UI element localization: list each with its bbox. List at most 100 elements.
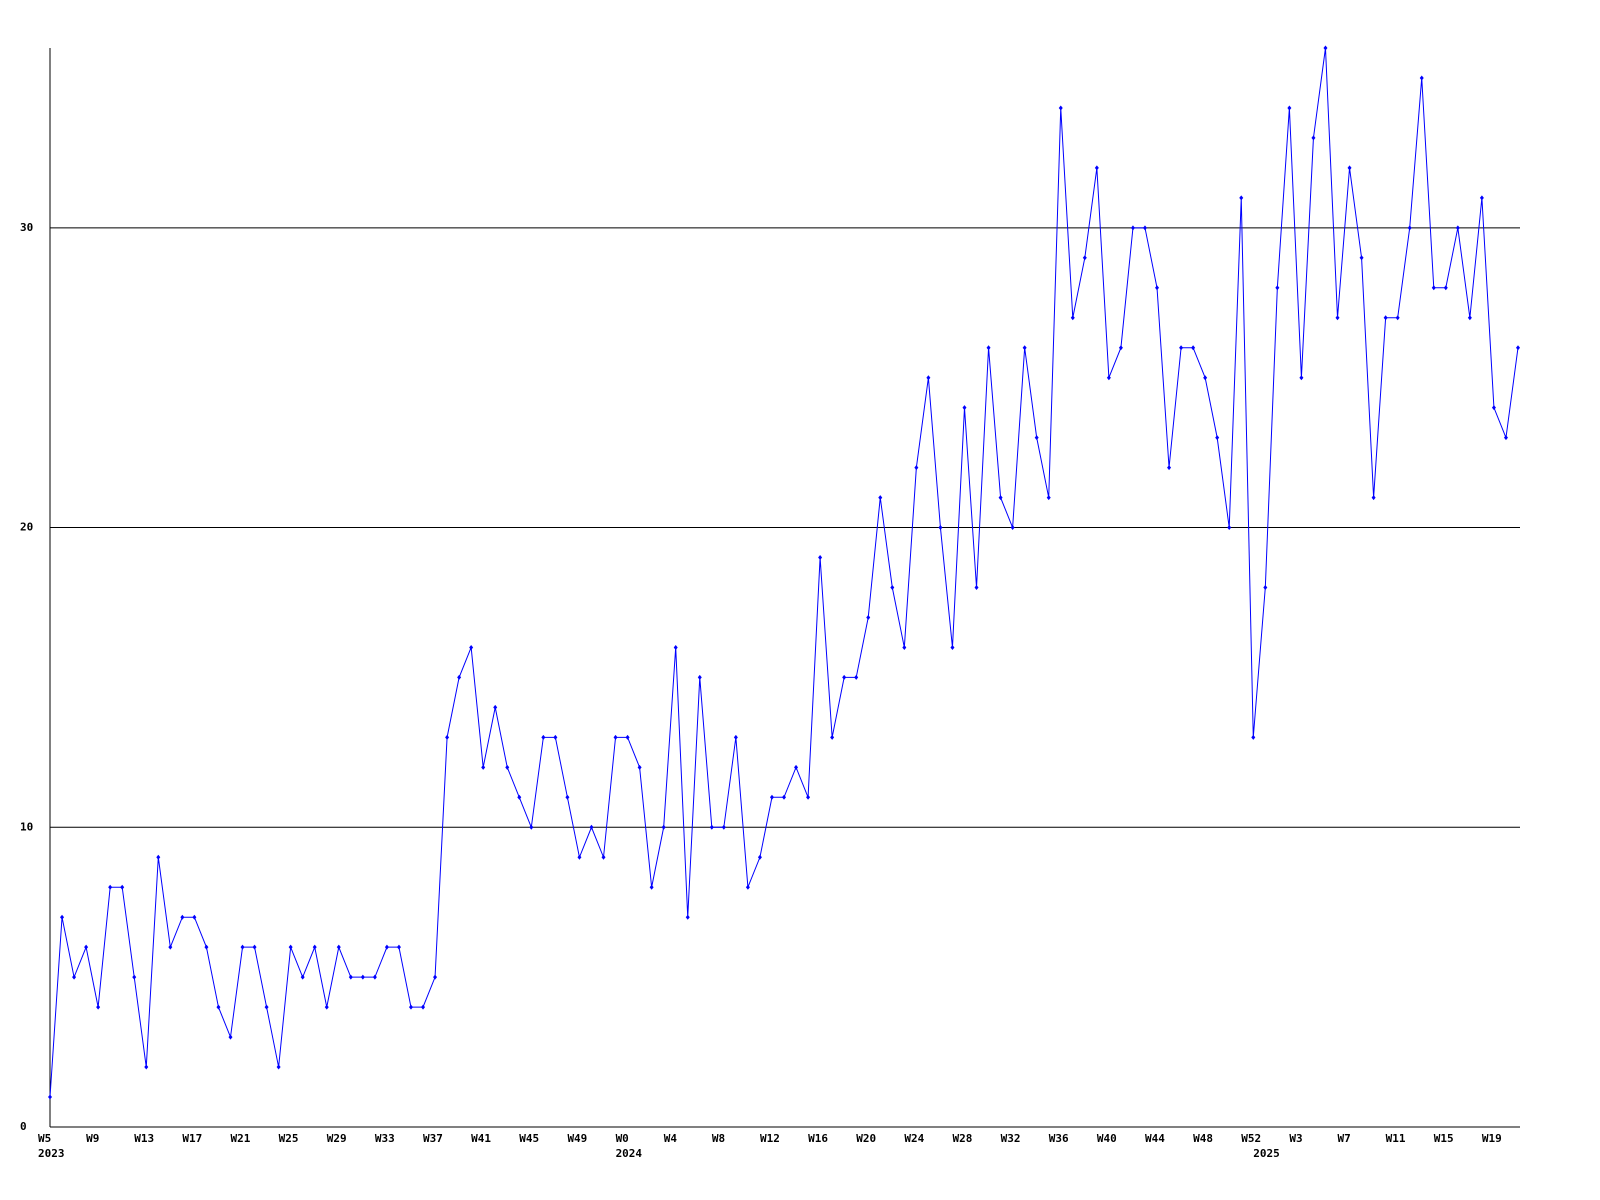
data-point [372,974,377,980]
x-tick-label: W13 [134,1132,154,1145]
data-point [84,944,89,950]
data-point [697,674,702,680]
data-point [733,734,738,740]
data-point [132,974,137,980]
data-point [1431,285,1436,291]
data-point [830,734,835,740]
x-tick-label: W7 [1338,1132,1351,1145]
data-point [878,495,883,501]
x-tick-label: W52 [1241,1132,1261,1145]
y-tick-label: 0 [20,1120,27,1133]
data-point [288,944,293,950]
data-point [565,794,570,800]
data-point [685,914,690,920]
y-tick-label: 20 [20,521,33,534]
data-point [1058,105,1063,111]
x-tick-label: W49 [567,1132,587,1145]
data-point [505,764,510,770]
data-point [757,854,762,860]
data-point [1227,525,1232,531]
data-point [1443,285,1448,291]
data-point [806,794,811,800]
x-tick-label: W28 [952,1132,972,1145]
data-point [673,644,678,650]
data-point [625,734,630,740]
data-point [276,1064,281,1070]
data-point [818,555,823,561]
data-point [601,854,606,860]
data-point [168,944,173,950]
data-point [48,1094,52,1100]
data-point [1359,255,1364,261]
data-point [204,944,209,950]
data-point [577,854,582,860]
data-point [1046,495,1051,501]
data-point [529,824,534,830]
x-tick-label: W33 [375,1132,395,1145]
data-point [144,1064,149,1070]
data-point [517,794,522,800]
x-tick-label: W5 [38,1132,51,1145]
data-point [890,585,895,590]
data-point [108,884,113,890]
x-tick-label: W41 [471,1132,491,1145]
data-point [854,674,859,680]
data-point [613,734,618,740]
data-point [866,614,871,620]
data-point [1335,315,1340,321]
data-point [769,794,774,800]
data-point [1371,495,1376,501]
data-point [384,944,389,950]
data-point [156,854,161,860]
x-tick-label: W32 [1001,1132,1021,1145]
data-point [1203,375,1208,381]
data-point [553,734,558,740]
data-point [120,884,125,890]
data-point [228,1034,233,1040]
data-point [589,824,594,830]
data-point [709,824,714,830]
data-point [1239,195,1244,201]
data-point [1118,345,1123,351]
data-point [192,914,197,920]
data-point [1275,285,1280,291]
data-line [49,47,1519,1098]
data-point [637,764,642,770]
data-point [433,974,438,980]
data-point [926,375,931,381]
data-point [457,674,462,680]
x-tick-label: W24 [904,1132,924,1145]
data-point [1082,255,1087,261]
data-point [96,1004,101,1010]
data-point [481,764,486,770]
year-label: 2024 [616,1147,643,1160]
data-point [1419,75,1424,81]
x-tick-label: W29 [327,1132,347,1145]
data-point [974,585,979,590]
x-tick-label: W12 [760,1132,780,1145]
data-point [661,824,666,830]
data-point [360,974,365,980]
data-point [445,734,450,740]
data-point [1167,465,1172,471]
x-tick-label: W15 [1434,1132,1454,1145]
data-point [1010,525,1015,531]
data-point [1467,315,1472,321]
x-tick-label: W16 [808,1132,828,1145]
data-point [240,944,245,950]
data-point [1479,195,1484,201]
x-tick-label: W3 [1289,1132,1302,1145]
x-tick-label: W20 [856,1132,876,1145]
x-tick-label: W17 [182,1132,202,1145]
data-point [1383,315,1388,321]
data-point [1347,165,1352,171]
data-point [60,914,65,920]
x-tick-label: W40 [1097,1132,1117,1145]
x-tick-label: W0 [616,1132,629,1145]
data-point [938,525,943,531]
data-point [1130,225,1135,231]
data-point [1094,165,1099,171]
data-point [324,1004,329,1010]
data-point [469,644,474,650]
